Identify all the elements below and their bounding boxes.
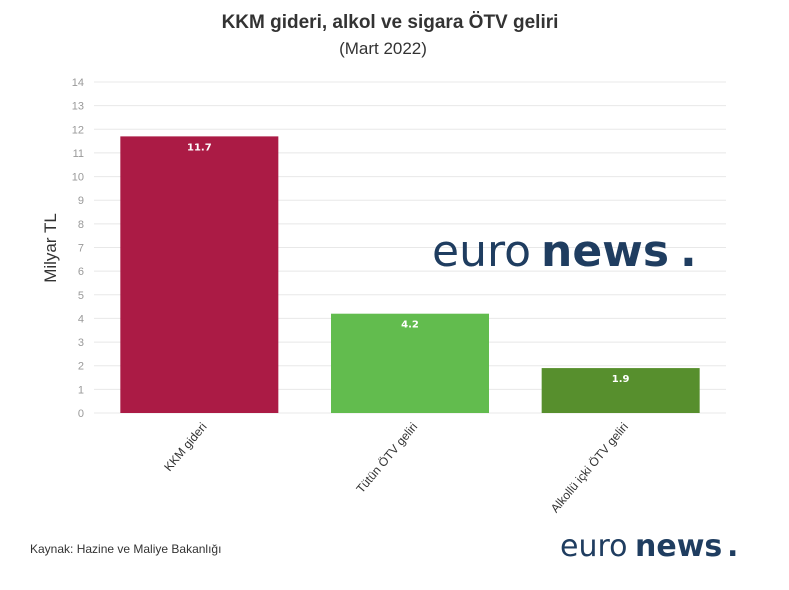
- chart-subtitle: (Mart 2022): [339, 39, 427, 58]
- x-category-label: Tütün ÖTV geliri: [353, 420, 420, 496]
- y-tick-label: 0: [78, 408, 84, 420]
- watermark-logo-dot: .: [680, 226, 697, 277]
- bars: [120, 136, 700, 413]
- y-tick-label: 3: [78, 337, 84, 349]
- chart-title: KKM gideri, alkol ve sigara ÖTV geliri: [222, 12, 559, 33]
- bar: [541, 368, 700, 413]
- y-tick-label: 1: [78, 384, 84, 396]
- x-category-label: Alkollü içki ÖTV geliri: [548, 420, 631, 515]
- bar-value-label: 11.7: [187, 142, 212, 153]
- bar-value-label: 1.9: [612, 374, 630, 385]
- y-tick-label: 10: [72, 172, 84, 184]
- footer-logo-euro: euro: [560, 529, 628, 564]
- x-axis-categories: KKM gideri Tütün ÖTV geliri Alkollü içki Ö…: [161, 420, 631, 515]
- euronews-footer-logo: euro news .: [560, 529, 738, 564]
- y-tick-label: 6: [78, 266, 84, 278]
- bar-value-label: 4.2: [401, 320, 419, 331]
- euronews-watermark-logo: euro news .: [432, 226, 697, 277]
- y-tick-label: 11: [73, 148, 84, 160]
- bar: [120, 136, 279, 413]
- watermark-logo-news: news: [541, 226, 669, 277]
- footer-logo-news: news: [635, 529, 722, 564]
- y-tick-label: 14: [72, 77, 84, 89]
- y-tick-label: 4: [78, 313, 84, 325]
- y-tick-label: 5: [78, 290, 84, 302]
- source-note: Kaynak: Hazine ve Maliye Bakanlığı: [30, 542, 222, 556]
- y-tick-label: 12: [72, 124, 84, 136]
- watermark-logo-euro: euro: [432, 226, 531, 277]
- x-category-label: KKM gideri: [161, 420, 209, 474]
- data-labels: 11.7 4.2 1.9: [187, 142, 630, 385]
- y-tick-label: 9: [78, 195, 84, 207]
- y-tick-label: 7: [78, 243, 84, 255]
- y-tick-label: 8: [78, 219, 84, 231]
- bar: [331, 313, 489, 413]
- y-tick-label: 13: [72, 101, 84, 113]
- footer-logo-dot: .: [727, 529, 738, 564]
- y-axis-label: Milyar TL: [41, 213, 60, 283]
- y-tick-label: 2: [78, 361, 84, 373]
